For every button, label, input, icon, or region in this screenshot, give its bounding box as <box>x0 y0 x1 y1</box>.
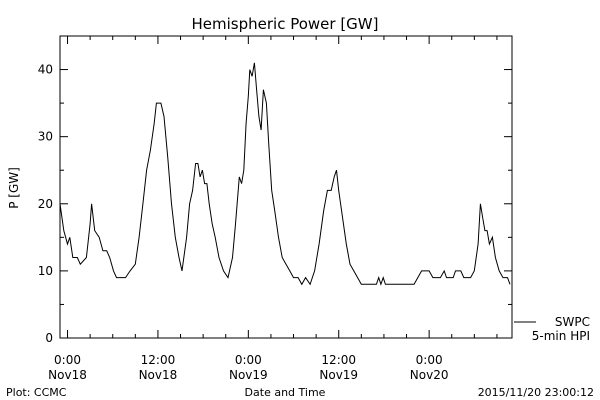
legend-label-5min-hpi: 5-min HPI <box>532 329 590 343</box>
plot-frame <box>59 35 513 339</box>
x-tick-label-date: Nov18 <box>139 368 178 382</box>
y-tick-label: 10 <box>38 264 53 278</box>
footer-timestamp: 2015/11/20 23:00:12 <box>478 386 594 399</box>
x-tick-label-date: Nov19 <box>319 368 358 382</box>
chart-title: Hemispheric Power [GW] <box>192 15 379 33</box>
footer-plot-credit: Plot: CCMC <box>6 386 67 399</box>
y-tick-label: 0 <box>45 331 53 345</box>
x-axis: 0:00Nov1812:00Nov180:00Nov1912:00Nov190:… <box>48 36 498 382</box>
x-tick-label-time: 0:00 <box>416 353 443 367</box>
x-tick-label-time: 12:00 <box>321 353 356 367</box>
y-axis: 0 10 20 30 40 <box>38 63 512 345</box>
x-tick-label-date: Nov18 <box>48 368 87 382</box>
x-axis-label: Date and Time <box>245 386 326 399</box>
y-tick-label: 40 <box>38 63 53 77</box>
x-tick-label-time: 12:00 <box>141 353 176 367</box>
x-tick-label-date: Nov20 <box>410 368 449 382</box>
x-tick-label-time: 0:00 <box>235 353 262 367</box>
y-tick-label: 30 <box>38 130 53 144</box>
y-tick-label: 20 <box>38 197 53 211</box>
y-axis-label: P [GW] <box>7 167 21 209</box>
series-line-hpi <box>59 62 511 286</box>
x-tick-label-time: 0:00 <box>54 353 81 367</box>
legend-label-swpc: SWPC <box>555 315 590 329</box>
x-tick-label-date: Nov19 <box>229 368 268 382</box>
